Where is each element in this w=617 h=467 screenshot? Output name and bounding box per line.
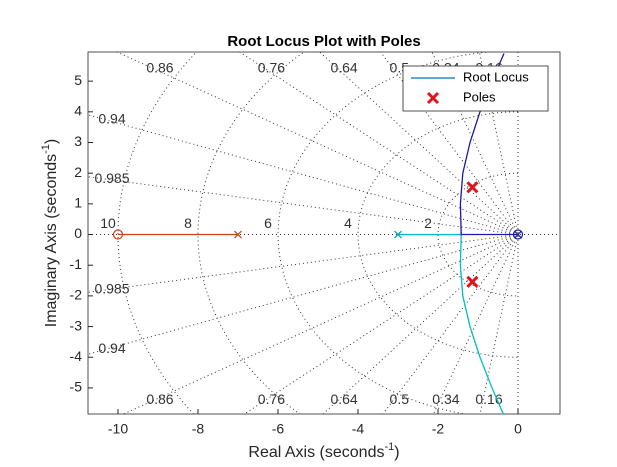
damping-label: 0.5	[390, 391, 410, 407]
x-tick-label: -2	[432, 421, 445, 437]
open-loop-pole	[394, 230, 402, 239]
damping-ray	[115, 52, 519, 235]
y-tick-label: -1	[70, 256, 83, 272]
frequency-label: 2	[424, 215, 432, 231]
y-tick-label: 3	[74, 133, 82, 149]
frequency-label: 10	[100, 215, 116, 231]
y-tick-label: 0	[74, 225, 82, 241]
frequency-label: 6	[264, 215, 272, 231]
legend-label: Root Locus	[463, 69, 529, 84]
damping-label: 0.86	[146, 391, 173, 407]
chart-title: Root Locus Plot with Poles	[227, 33, 420, 50]
open-loop-pole	[234, 230, 242, 239]
x-axis-label-text: Real Axis (seconds	[248, 444, 384, 461]
x-axis-label: Real Axis (seconds-1)	[248, 441, 399, 461]
y-tick-label: -4	[70, 348, 83, 364]
x-tick-label: -10	[108, 421, 128, 437]
damping-label: 0.985	[94, 170, 129, 186]
y-tick-label: 5	[74, 72, 82, 88]
damping-ray	[88, 114, 519, 236]
frequency-label: 8	[184, 215, 192, 231]
locus-branch	[398, 233, 505, 414]
x-tick-label: -6	[272, 421, 285, 437]
damping-label: 0.76	[258, 391, 285, 407]
open-loop-zero	[512, 229, 524, 240]
legend-box	[402, 65, 549, 112]
damping-label: 0.86	[146, 60, 173, 76]
x-tick-label: 0	[514, 421, 522, 437]
x-axis-label-close: )	[394, 444, 399, 461]
damping-label: 0.16	[475, 391, 502, 407]
damping-label: 0.64	[330, 60, 357, 76]
open-loop-pole	[514, 230, 522, 239]
legend-label: Poles	[463, 89, 496, 104]
damping-ray	[122, 234, 519, 414]
y-axis-label: Imaginary Axis (seconds-1)	[40, 139, 60, 328]
y-axis-label-close: )	[43, 139, 60, 144]
damping-label: 0.64	[330, 391, 357, 407]
y-tick-label: -2	[70, 287, 83, 303]
y-tick-label: 4	[74, 103, 82, 119]
y-tick-label: 2	[74, 164, 82, 180]
x-tick-label: -8	[192, 421, 205, 437]
frequency-circle	[437, 172, 519, 297]
legend: Root Locus Poles	[402, 65, 549, 112]
damping-label: 0.94	[98, 340, 125, 356]
closed-loop-pole	[466, 275, 479, 288]
closed-loop-pole	[466, 181, 479, 194]
x-tick-label: -4	[352, 421, 365, 437]
y-axis-label-text: Imaginary Axis (seconds	[43, 154, 60, 327]
frequency-label: 4	[344, 215, 352, 231]
x-axis-label-exponent: -1	[384, 441, 394, 453]
damping-label: 0.76	[258, 60, 285, 76]
y-tick-label: -3	[70, 317, 83, 333]
open-loop-zero	[112, 229, 124, 240]
y-axis-label-exponent: -1	[40, 144, 52, 154]
damping-label: 0.985	[94, 281, 129, 297]
legend-marker	[426, 91, 440, 105]
damping-label: 0.34	[432, 391, 459, 407]
y-tick-label: -5	[70, 379, 83, 395]
y-tick-label: 1	[74, 195, 82, 211]
damping-label: 0.94	[98, 111, 125, 127]
damping-ray	[88, 234, 519, 355]
